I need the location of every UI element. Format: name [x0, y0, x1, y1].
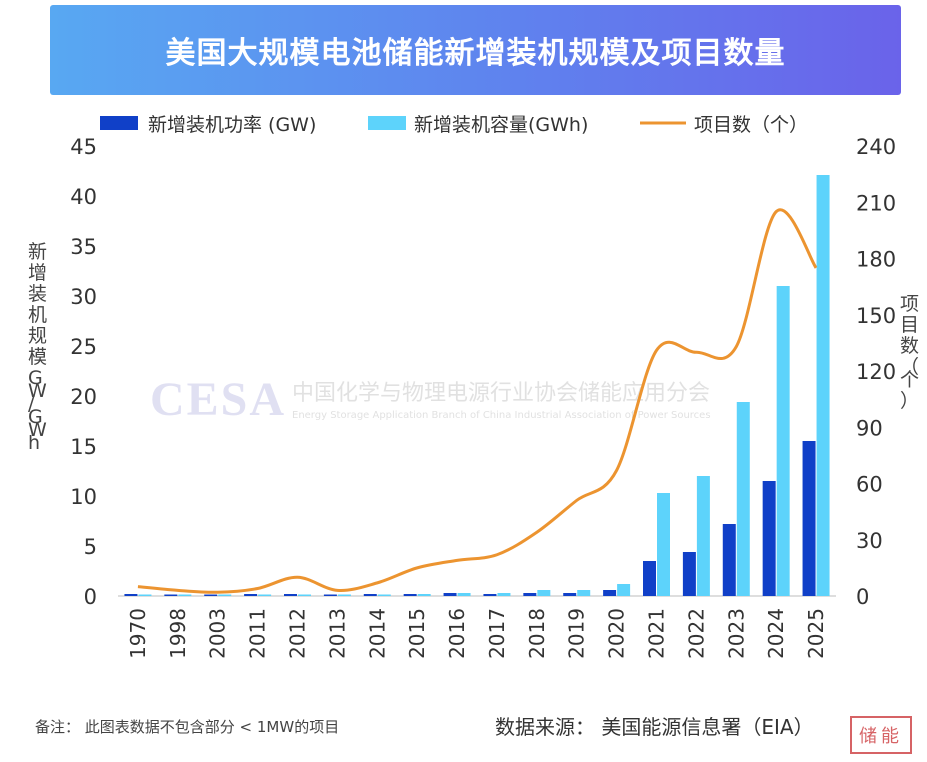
watermark-org-cn: 中国化学与物理电源行业协会储能应用分会	[292, 381, 710, 406]
x-tick-label: 2024	[764, 608, 788, 659]
x-tick-label: 2012	[286, 608, 310, 659]
legend-swatch-power	[100, 116, 138, 130]
bar-power	[563, 593, 577, 596]
x-tick-label: 2015	[405, 608, 429, 659]
title-banner: 美国大规模电池储能新增装机规模及项目数量	[50, 5, 901, 95]
plot-area: 0510152025303540450306090120150180210240…	[70, 135, 896, 659]
bar-capacity	[417, 594, 431, 596]
bar-power	[403, 594, 417, 596]
y-left-tick-label: 5	[84, 535, 97, 559]
legend: 新增装机功率 (GW) 新增装机容量(GWh) 项目数（个）	[100, 114, 808, 136]
bar-power	[443, 593, 457, 596]
seal-stamp: 储能	[850, 716, 912, 754]
legend-swatch-capacity	[368, 116, 406, 130]
x-tick-label: 2025	[804, 608, 828, 659]
y-right-tick-label: 150	[856, 304, 896, 328]
bar-power	[244, 594, 258, 596]
y-right-tick-label: 90	[856, 416, 883, 440]
y-left-tick-label: 25	[70, 335, 97, 359]
bar-capacity	[696, 476, 710, 596]
bar-capacity	[218, 594, 232, 596]
y-left-tick-label: 45	[70, 135, 97, 159]
bar-power	[323, 594, 337, 596]
bar-power	[603, 590, 617, 596]
x-tick-label: 2014	[365, 608, 389, 659]
bar-power	[164, 594, 178, 596]
y-right-axis-label: 项目数（个）	[900, 293, 919, 412]
bar-capacity	[816, 175, 830, 596]
bar-capacity	[138, 594, 152, 596]
bar-power	[682, 552, 696, 596]
bar-power	[802, 441, 816, 596]
y-left-tick-label: 10	[70, 485, 97, 509]
chart-title: 美国大规模电池储能新增装机规模及项目数量	[165, 36, 786, 71]
x-tick-label: 2018	[525, 608, 549, 659]
bar-capacity	[736, 402, 750, 596]
bar-capacity	[337, 594, 351, 596]
bar-power	[363, 594, 377, 596]
x-tick-label: 1970	[126, 608, 150, 659]
x-tick-label: 1998	[166, 608, 190, 659]
bar-power	[762, 481, 776, 596]
bar-capacity	[577, 590, 591, 596]
bar-capacity	[537, 590, 551, 596]
legend-label-capacity: 新增装机容量(GWh)	[414, 114, 588, 136]
y-right-tick-label: 30	[856, 529, 883, 553]
bar-capacity	[457, 593, 471, 596]
bar-power	[204, 594, 218, 596]
bar-power	[124, 594, 138, 596]
y-right-tick-label: 60	[856, 473, 883, 497]
bar-power	[483, 594, 497, 596]
watermark-org-en: Energy Storage Application Branch of Chi…	[292, 410, 711, 421]
legend-label-power: 新增装机功率 (GW)	[148, 114, 316, 136]
bar-power	[523, 593, 537, 596]
y-left-tick-label: 40	[70, 185, 97, 209]
bar-capacity	[377, 594, 391, 596]
bar-capacity	[258, 594, 272, 596]
bar-capacity	[776, 286, 790, 596]
x-tick-label: 2023	[724, 608, 748, 659]
y-left-tick-label: 15	[70, 435, 97, 459]
y-left-tick-label: 35	[70, 235, 97, 259]
x-tick-label: 2020	[605, 608, 629, 659]
watermark: CESA 中国化学与物理电源行业协会储能应用分会 Energy Storage …	[150, 373, 711, 426]
x-tick-label: 2021	[645, 608, 669, 659]
x-tick-label: 2013	[325, 608, 349, 659]
bar-power	[722, 524, 736, 596]
x-tick-label: 2016	[445, 608, 469, 659]
legend-label-projects: 项目数（个）	[694, 114, 808, 136]
x-tick-label: 2019	[565, 608, 589, 659]
chart: CESA 中国化学与物理电源行业协会储能应用分会 Energy Storage …	[28, 114, 919, 659]
y-right-tick-label: 210	[856, 191, 896, 215]
y-right-tick-label: 240	[856, 135, 896, 159]
y-left-tick-label: 0	[84, 585, 97, 609]
bar-power	[643, 561, 656, 596]
bar-capacity	[617, 584, 631, 596]
x-tick-label: 2003	[206, 608, 230, 659]
y-right-tick-label: 180	[856, 248, 896, 272]
y-left-tick-label: 30	[70, 285, 97, 309]
footnote: 备注： 此图表数据不包含部分 < 1MW的项目	[35, 718, 340, 736]
data-source: 数据来源： 美国能源信息署（EIA）	[495, 715, 814, 739]
bar-power	[284, 594, 297, 596]
x-tick-label: 2022	[684, 608, 708, 659]
bar-capacity	[298, 594, 311, 596]
bar-capacity	[497, 593, 511, 596]
watermark-logo: CESA	[150, 373, 286, 426]
y-left-tick-label: 20	[70, 385, 97, 409]
y-right-tick-label: 120	[856, 360, 896, 384]
y-right-tick-label: 0	[856, 585, 869, 609]
x-tick-label: 2011	[246, 608, 270, 659]
bar-capacity	[178, 594, 192, 596]
bar-capacity	[657, 493, 670, 596]
x-tick-label: 2017	[485, 608, 509, 659]
